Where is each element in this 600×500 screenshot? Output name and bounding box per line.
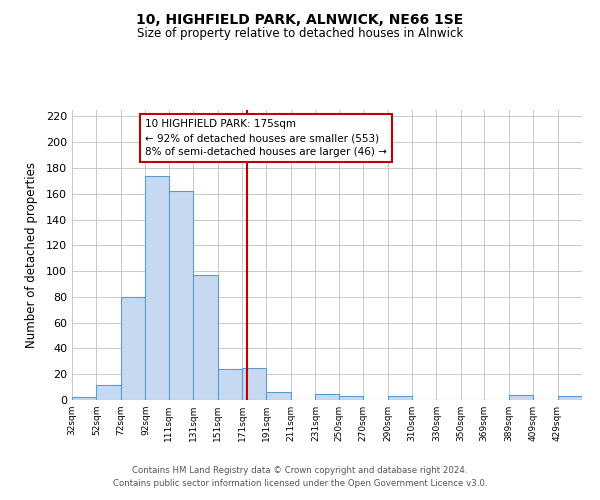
Text: Size of property relative to detached houses in Alnwick: Size of property relative to detached ho… [137, 28, 463, 40]
Bar [509, 395, 533, 400]
Bar [266, 392, 291, 400]
Bar [338, 396, 363, 400]
Bar [72, 398, 97, 400]
Text: Contains HM Land Registry data © Crown copyright and database right 2024.
Contai: Contains HM Land Registry data © Crown c… [113, 466, 487, 487]
Y-axis label: Number of detached properties: Number of detached properties [25, 162, 38, 348]
Bar [557, 396, 582, 400]
Bar [316, 394, 338, 400]
Bar [388, 396, 412, 400]
Bar [121, 297, 145, 400]
Bar [145, 176, 169, 400]
Bar [218, 369, 242, 400]
Text: 10, HIGHFIELD PARK, ALNWICK, NE66 1SE: 10, HIGHFIELD PARK, ALNWICK, NE66 1SE [136, 12, 464, 26]
Bar [97, 384, 121, 400]
Bar [169, 191, 193, 400]
Bar [193, 275, 218, 400]
Text: 10 HIGHFIELD PARK: 175sqm
← 92% of detached houses are smaller (553)
8% of semi-: 10 HIGHFIELD PARK: 175sqm ← 92% of detac… [145, 119, 387, 157]
Bar [242, 368, 266, 400]
